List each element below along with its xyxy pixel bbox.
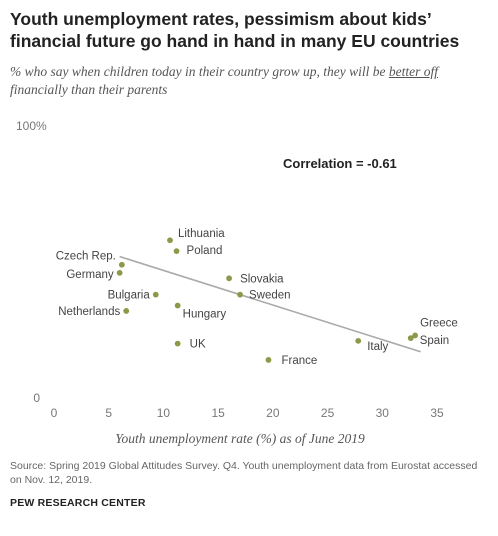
data-point bbox=[118, 261, 125, 268]
data-label: Lithuania bbox=[178, 228, 225, 240]
data-label: Greece bbox=[420, 317, 458, 329]
brand-name: PEW RESEARCH CENTER bbox=[10, 497, 146, 509]
data-label: France bbox=[281, 355, 317, 367]
data-point bbox=[152, 291, 159, 298]
trend-line bbox=[119, 255, 421, 353]
x-tick-label: 15 bbox=[211, 406, 225, 420]
data-point bbox=[355, 337, 362, 344]
x-axis-ticks: 0 5 10 15 20 25 30 35 bbox=[51, 406, 444, 420]
x-tick-label: 30 bbox=[376, 406, 390, 420]
correlation-annotation: Correlation = -0.61 bbox=[283, 156, 397, 171]
x-tick-label: 5 bbox=[105, 406, 112, 420]
data-point bbox=[407, 335, 414, 342]
data-label: Czech Rep. bbox=[56, 251, 116, 263]
chart-title-line-1: Youth unemployment rates, pessimism abou… bbox=[10, 9, 432, 29]
x-tick-label: 20 bbox=[266, 406, 280, 420]
data-points bbox=[116, 237, 419, 363]
data-label: Germany bbox=[66, 269, 114, 281]
data-point bbox=[226, 275, 232, 282]
data-point bbox=[174, 340, 181, 347]
data-label: Sweden bbox=[249, 290, 291, 302]
y-axis-ticks: 0 100% bbox=[16, 119, 47, 405]
y-tick-label: 100% bbox=[16, 119, 47, 133]
data-point bbox=[237, 291, 243, 298]
data-label: Italy bbox=[367, 341, 388, 353]
data-label: Slovakia bbox=[240, 273, 284, 285]
data-point bbox=[167, 237, 173, 244]
subtitle-text-1: % who say when children today in their c… bbox=[10, 64, 389, 79]
y-tick-label: 0 bbox=[33, 391, 40, 405]
data-point bbox=[123, 308, 130, 314]
x-axis-label: Youth unemployment rate (%) as of June 2… bbox=[115, 431, 365, 446]
subtitle-text-2: financially than their parents bbox=[10, 82, 168, 97]
data-point bbox=[265, 357, 272, 363]
chart-subtitle: % who say when children today in their c… bbox=[10, 63, 490, 99]
data-label: Netherlands bbox=[58, 306, 120, 318]
data-labels: Lithuania Poland Czech Rep. Germany Slovakia… bbox=[56, 228, 458, 367]
chart-title-line-2: financial future go hand in hand in many… bbox=[10, 31, 460, 51]
x-tick-label: 35 bbox=[430, 406, 444, 420]
data-label: UK bbox=[190, 339, 206, 351]
data-label: Spain bbox=[420, 335, 449, 347]
x-tick-label: 0 bbox=[51, 406, 58, 420]
data-point bbox=[116, 269, 123, 276]
data-point bbox=[173, 248, 180, 255]
data-point bbox=[412, 332, 419, 339]
subtitle-underlined: better off bbox=[388, 64, 438, 79]
data-point bbox=[174, 302, 181, 309]
data-label: Hungary bbox=[183, 309, 227, 321]
x-tick-label: 10 bbox=[157, 406, 171, 420]
chart-title: Youth unemployment rates, pessimism abou… bbox=[10, 8, 490, 52]
x-tick-label: 25 bbox=[321, 406, 335, 420]
source-note: Source: Spring 2019 Global Attitudes Sur… bbox=[10, 460, 478, 486]
data-label: Poland bbox=[187, 245, 223, 257]
data-label: Bulgaria bbox=[108, 290, 151, 302]
